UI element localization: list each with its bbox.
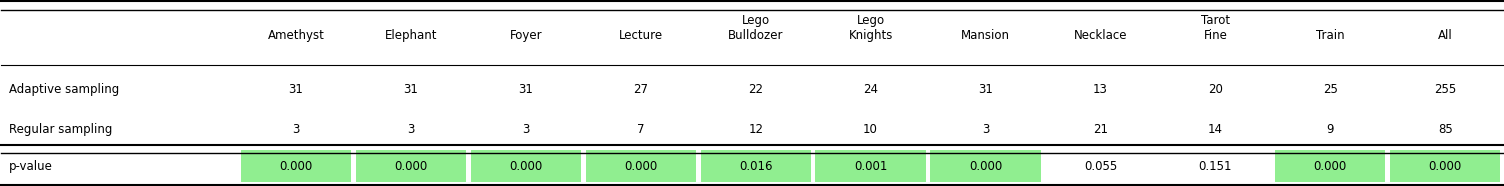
Text: All: All (1438, 29, 1453, 42)
FancyBboxPatch shape (241, 150, 352, 182)
Text: 3: 3 (292, 123, 299, 136)
Text: 20: 20 (1208, 83, 1223, 96)
Text: Adaptive sampling: Adaptive sampling (9, 83, 119, 96)
Text: 13: 13 (1093, 83, 1108, 96)
Text: 31: 31 (403, 83, 418, 96)
Text: 0.000: 0.000 (969, 160, 1002, 173)
FancyBboxPatch shape (356, 150, 466, 182)
Text: 7: 7 (638, 123, 645, 136)
Text: Lego
Knights: Lego Knights (848, 14, 893, 42)
Text: 0.000: 0.000 (1313, 160, 1348, 173)
Text: Elephant: Elephant (385, 29, 438, 42)
FancyBboxPatch shape (1390, 150, 1501, 182)
Text: 10: 10 (863, 123, 878, 136)
Text: Amethyst: Amethyst (268, 29, 325, 42)
Text: 0.055: 0.055 (1084, 160, 1117, 173)
Text: 14: 14 (1208, 123, 1223, 136)
Text: 3: 3 (982, 123, 990, 136)
Text: Train: Train (1316, 29, 1345, 42)
FancyBboxPatch shape (585, 150, 696, 182)
Text: Necklace: Necklace (1074, 29, 1126, 42)
Text: 12: 12 (747, 123, 763, 136)
FancyBboxPatch shape (931, 150, 1041, 182)
Text: 0.000: 0.000 (280, 160, 313, 173)
Text: 25: 25 (1324, 83, 1337, 96)
FancyBboxPatch shape (471, 150, 581, 182)
Text: 3: 3 (408, 123, 415, 136)
Text: 0.000: 0.000 (394, 160, 427, 173)
Text: Mansion: Mansion (961, 29, 1011, 42)
Text: 0.151: 0.151 (1199, 160, 1232, 173)
Text: Lego
Bulldozer: Lego Bulldozer (728, 14, 784, 42)
Text: 21: 21 (1093, 123, 1108, 136)
Text: 22: 22 (747, 83, 763, 96)
Text: 0.001: 0.001 (854, 160, 887, 173)
Text: 0.000: 0.000 (1429, 160, 1462, 173)
Text: Lecture: Lecture (618, 29, 663, 42)
Text: 255: 255 (1433, 83, 1456, 96)
Text: 3: 3 (522, 123, 529, 136)
Text: Tarot
Fine: Tarot Fine (1200, 14, 1230, 42)
Text: 24: 24 (863, 83, 878, 96)
FancyBboxPatch shape (1275, 150, 1385, 182)
FancyBboxPatch shape (701, 150, 811, 182)
Text: p-value: p-value (9, 160, 53, 173)
Text: 31: 31 (519, 83, 534, 96)
Text: 0.016: 0.016 (738, 160, 773, 173)
Text: 9: 9 (1327, 123, 1334, 136)
Text: 31: 31 (978, 83, 993, 96)
Text: 31: 31 (289, 83, 304, 96)
Text: 27: 27 (633, 83, 648, 96)
Text: 0.000: 0.000 (624, 160, 657, 173)
FancyBboxPatch shape (815, 150, 926, 182)
Text: 0.000: 0.000 (510, 160, 543, 173)
Text: Foyer: Foyer (510, 29, 541, 42)
Text: 85: 85 (1438, 123, 1453, 136)
Text: Regular sampling: Regular sampling (9, 123, 113, 136)
